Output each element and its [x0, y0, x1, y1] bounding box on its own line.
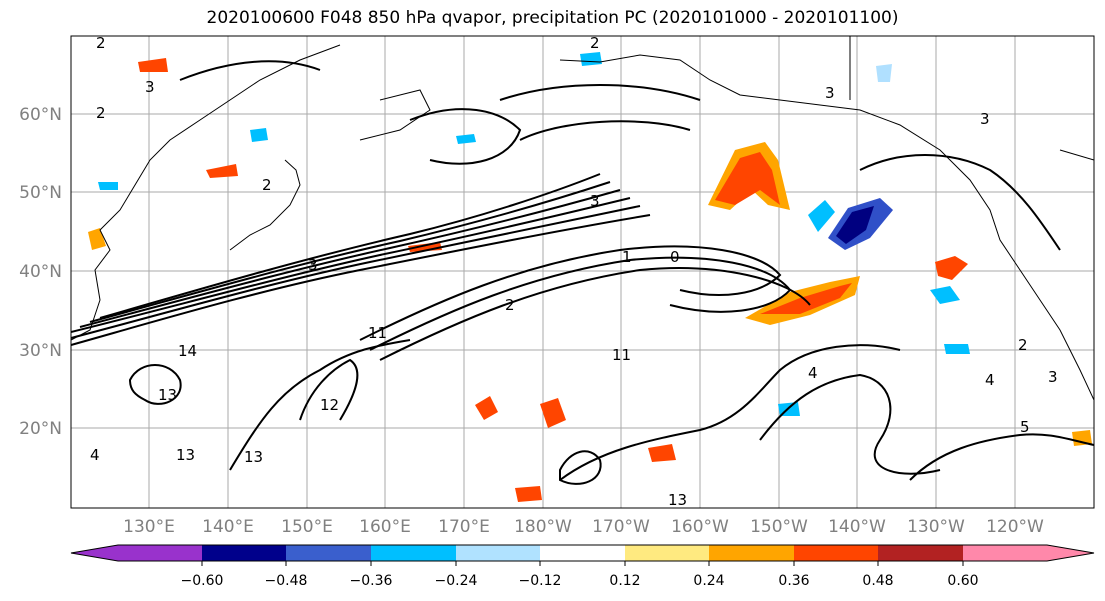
lat-label: 60°N: [19, 105, 62, 125]
contour-label: 13: [158, 386, 177, 404]
contour-label: 11: [612, 346, 631, 364]
lat-label: 20°N: [19, 419, 62, 439]
colorbar-tick: −0.12: [519, 573, 562, 589]
shade-negative-bits1: [456, 134, 476, 144]
lon-label: 120°W: [986, 517, 1044, 537]
colorbar-segment: [794, 545, 878, 561]
lon-label: 160°E: [359, 517, 411, 537]
shade-negative-gulf-core: [836, 206, 874, 244]
lon-label: 150°E: [281, 517, 333, 537]
shade-positive-wpac: [206, 164, 238, 178]
map-panel: 2 3 2 2 3 3 0 1 2 3 4 11 14 13 12 13 4 5…: [70, 34, 1095, 509]
colorbar-segment: [963, 545, 1047, 561]
precip-shading: [88, 52, 1092, 502]
colorbar-tick: 0.36: [778, 573, 809, 589]
contour-labels: 2 3 2 2 3 3 0 1 2 3 4 11 14 13 12 13 4 5…: [90, 34, 1058, 509]
shade-negative-ne: [930, 286, 960, 304]
contour-label: 3: [1048, 368, 1058, 386]
shade-negative-bits6: [944, 344, 970, 354]
colorbar-segment: [1047, 545, 1094, 561]
contour-label: 14: [178, 342, 197, 360]
lon-label: 160°W: [671, 517, 729, 537]
shade-negative-bits7: [98, 182, 118, 190]
shade-negative-bits4: [876, 64, 892, 82]
contour-label: 13: [244, 448, 263, 466]
contour-label: 3: [980, 110, 990, 128]
lat-label: 40°N: [19, 262, 62, 282]
lon-label: 130°E: [123, 517, 175, 537]
contour-label: 11: [368, 324, 387, 342]
shade-negative-gulf-edge: [808, 200, 835, 232]
contour-label: 0: [670, 248, 680, 266]
colorbar-segment: [625, 545, 709, 561]
contour-label: 12: [320, 396, 339, 414]
contour-label: 2: [505, 296, 515, 314]
lon-labels: 130°E 140°E 150°E 160°E 170°E 180°W 170°…: [123, 517, 1044, 537]
colorbar-segment: [540, 545, 625, 561]
shade-positive-central-core: [760, 283, 852, 314]
contour-label: 3: [825, 84, 835, 102]
contour-label: 3: [590, 192, 600, 210]
shade-positive-south2: [515, 486, 542, 502]
colorbar-tick: 0.60: [947, 573, 978, 589]
lat-label: 30°N: [19, 341, 62, 361]
colorbar-segment: [878, 545, 963, 561]
colorbar-segment: [286, 545, 371, 561]
colorbar-tick: −0.36: [350, 573, 393, 589]
contour-label: 2: [96, 104, 106, 122]
lon-label: 170°E: [438, 517, 490, 537]
map-frame: [70, 35, 1095, 509]
map-title: 2020100600 F048 850 hPa qvapor, precipit…: [206, 8, 899, 28]
contour-label: 3: [145, 78, 155, 96]
contour-label: 4: [808, 364, 818, 382]
contour-label: 13: [176, 446, 195, 464]
lat-label: 50°N: [19, 183, 62, 203]
lon-label: 170°W: [592, 517, 650, 537]
contour-label: 1: [622, 248, 632, 266]
qvapor-contours: [71, 60, 1094, 485]
colorbar-tick: −0.60: [181, 573, 224, 589]
lon-label: 150°W: [750, 517, 808, 537]
contour-label: 4: [90, 446, 100, 464]
colorbar-tick: −0.24: [435, 573, 478, 589]
contour-label: 2: [590, 34, 600, 52]
colorbar-segment: [456, 545, 540, 561]
colorbar-segment: [709, 545, 794, 561]
lat-labels: 60°N 50°N 40°N 30°N 20°N: [19, 105, 62, 439]
colorbar-segment: [118, 545, 202, 561]
colorbar-tick: 0.12: [609, 573, 640, 589]
contour-label: 4: [985, 371, 995, 389]
contour-label: 2: [1018, 336, 1028, 354]
contour-label: 2: [96, 34, 106, 52]
lon-label: 140°W: [828, 517, 886, 537]
colorbar-segment: [71, 545, 118, 561]
coastlines: [71, 36, 1094, 401]
shade-positive-south: [648, 444, 676, 462]
contour-label: 5: [1020, 418, 1030, 436]
lon-label: 140°E: [202, 517, 254, 537]
contour-label: 2: [262, 176, 272, 194]
colorbar-tick: 0.24: [693, 573, 724, 589]
shade-positive-ne: [935, 256, 968, 280]
colorbar-tick: −0.48: [265, 573, 308, 589]
colorbar-segment: [202, 545, 286, 561]
shade-positive-gulf-alaska-core: [715, 152, 780, 205]
colorbar-segment: [371, 545, 456, 561]
colorbar-tick: 0.48: [862, 573, 893, 589]
shade-negative-bits3: [580, 52, 602, 66]
shade-positive-subtrop2: [540, 398, 566, 428]
shade-positive-subtrop: [475, 396, 498, 420]
colorbar: −0.60 −0.48 −0.36 −0.24 −0.12 0.12 0.24 …: [70, 544, 1095, 589]
shade-negative-bits2: [250, 128, 268, 142]
contour-label: 3: [308, 256, 318, 274]
contour-label: 13: [668, 491, 687, 509]
lon-label: 130°W: [907, 517, 965, 537]
lon-label: 180°W: [514, 517, 572, 537]
shade-positive-nw: [138, 58, 168, 72]
